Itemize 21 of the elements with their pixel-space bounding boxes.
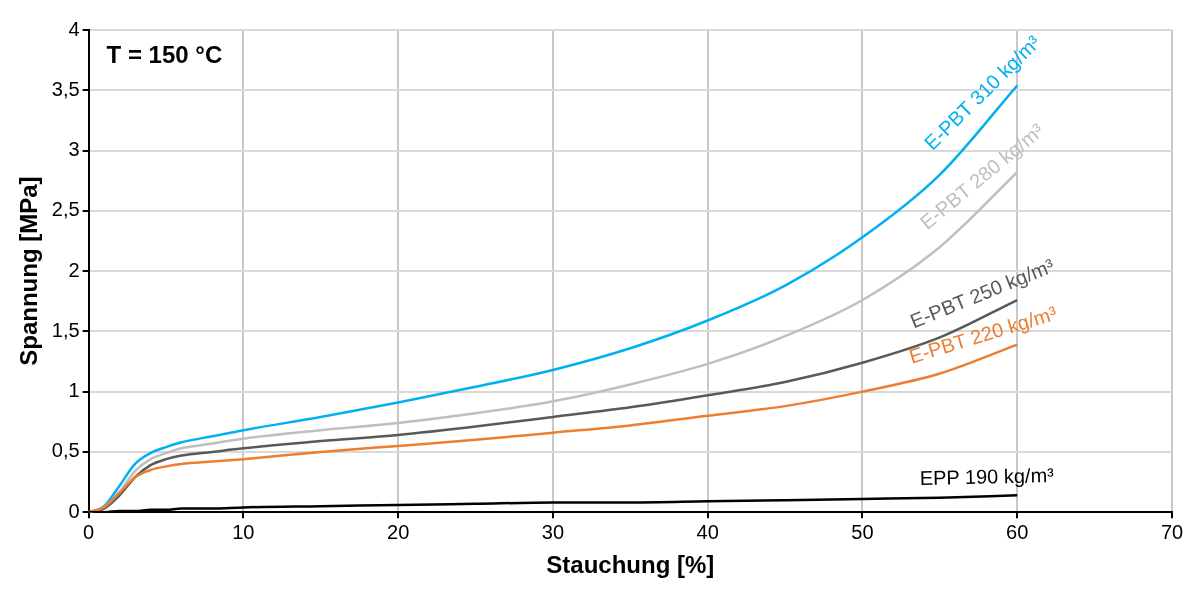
x-tick-label: 0 [83,520,95,543]
annotation: T = 150 °C [106,40,223,68]
y-axis-title: Spannung [MPa] [15,176,43,366]
x-tick-label: 40 [696,520,719,543]
x-tick-label: 60 [1006,520,1029,543]
y-tick-label: 0,5 [51,439,80,462]
y-tick-label: 3,5 [51,77,80,100]
x-tick-label: 20 [387,520,410,543]
x-tick-label: 10 [232,520,255,543]
x-tick-label: 70 [1160,520,1184,543]
y-tick-label: 1 [68,379,80,402]
series-label: EPP 190 kg/m³ [919,463,1055,490]
x-tick-label: 30 [541,520,565,543]
y-tick-label: 0 [68,499,80,522]
y-tick-label: 2 [68,258,80,281]
x-tick-label: 50 [851,520,874,543]
y-tick-label: 4 [68,17,80,40]
y-tick-label: 1,5 [51,318,80,341]
y-tick-label: 2,5 [51,198,80,221]
y-tick-label: 3 [68,138,80,161]
x-axis-title: Stauchung [%] [546,551,715,579]
